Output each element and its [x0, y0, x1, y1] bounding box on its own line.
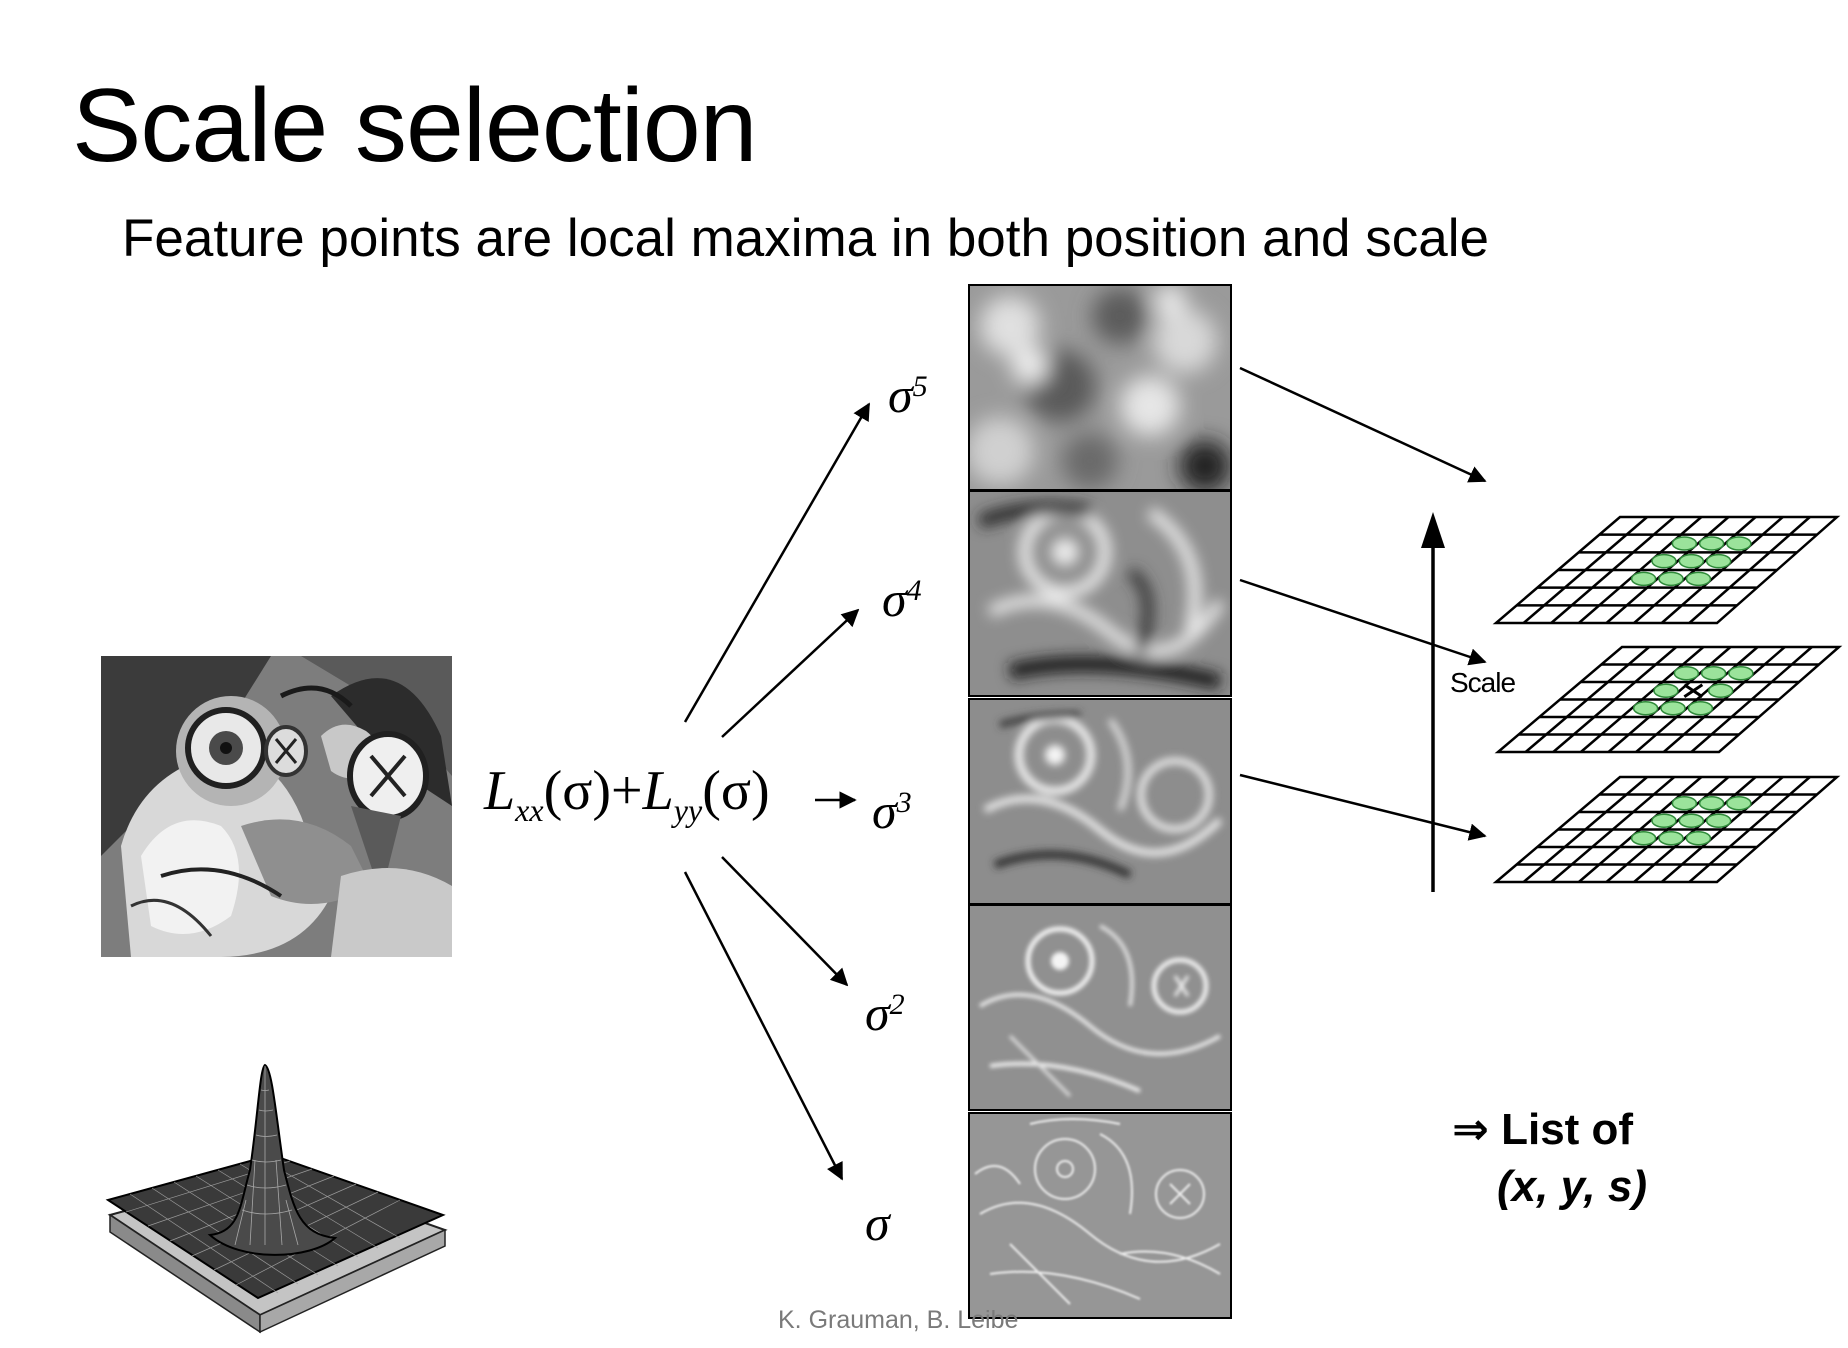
keypoint-marker	[1728, 666, 1754, 681]
grid-line	[1633, 516, 1757, 624]
grid-line	[1550, 776, 1676, 883]
image-credit: K. Grauman, B. Leibe	[778, 1306, 1019, 1334]
sigma-label-2: σ2	[865, 985, 905, 1041]
extremum-x-mark	[1683, 683, 1704, 698]
formula-term1-subscript: xx	[515, 792, 544, 828]
grid-line	[1524, 646, 1650, 753]
grid-line	[1522, 776, 1648, 883]
scale-axis-label: Scale	[1450, 667, 1516, 698]
scale-space-grid-bottom	[1492, 775, 1841, 884]
grid-line	[1690, 646, 1813, 753]
grid-line	[1635, 646, 1759, 753]
sigma-label-3: σ3	[872, 783, 912, 839]
keypoint-markers	[1630, 536, 1754, 846]
filter-response-sigma2	[968, 904, 1232, 1111]
formula-term2-argument: (σ)	[702, 760, 770, 822]
implies-arrow: ⇒	[1452, 1105, 1489, 1154]
keypoint-marker	[1687, 701, 1714, 716]
grid-line	[1605, 516, 1730, 624]
sigma-label-5: σ5	[888, 367, 928, 423]
grid-line	[1688, 516, 1811, 624]
keypoint-marker	[1671, 796, 1698, 811]
keypoint-marker	[1698, 796, 1725, 811]
laplacian-formula: Lxx(σ)+Lyy(σ)	[484, 763, 770, 826]
keypoint-marker	[1651, 813, 1677, 828]
formula-term2-subscript: yy	[673, 792, 703, 828]
filter-response-sigma1	[968, 1112, 1232, 1319]
keypoint-marker	[1685, 831, 1712, 846]
arrow-to-sigma4	[721, 608, 860, 738]
result-list-label: ⇒ List of	[1452, 1105, 1634, 1154]
filter-response-sigma4	[968, 490, 1232, 697]
gaussian-plot	[105, 1063, 448, 1334]
grid-line	[1660, 516, 1784, 624]
result-tuple: (x, y, s)	[1497, 1162, 1647, 1211]
grid-line	[1633, 776, 1757, 883]
keypoint-marker	[1630, 571, 1657, 587]
grid-line	[1550, 516, 1676, 624]
formula-term1-letter: L	[484, 760, 516, 822]
grid-line	[1660, 776, 1784, 883]
keypoint-marker	[1630, 831, 1657, 846]
sigma-label-4: σ4	[882, 571, 922, 627]
keypoint-marker	[1707, 683, 1734, 698]
filter-response-sigma5	[968, 284, 1232, 491]
grid-line	[1552, 646, 1678, 753]
keypoint-marker	[1705, 813, 1732, 828]
arrow-panel3-to-grid	[1239, 773, 1487, 841]
grid-line	[1662, 646, 1786, 753]
arrow-to-sigma2	[721, 856, 849, 987]
extremum-x-mark	[1683, 683, 1704, 698]
arrow-to-sigma1	[683, 871, 844, 1181]
arrow-panel5-to-grid	[1239, 366, 1487, 483]
formula-term2-letter: L	[642, 760, 674, 822]
scale-space-grid-top	[1492, 515, 1841, 625]
formula-plus: +	[611, 760, 643, 822]
filter-response-sigma3	[968, 698, 1232, 905]
grid-line	[1688, 776, 1811, 883]
arrow-to-sigma5	[683, 402, 871, 723]
grid-line	[1578, 516, 1703, 624]
grid-line	[1607, 646, 1732, 753]
slide-title: Scale selection	[72, 68, 758, 184]
keypoint-marker	[1685, 571, 1712, 587]
grid-line	[1605, 776, 1730, 883]
scale-axis-arrowhead	[1421, 512, 1445, 548]
grid-line	[1522, 516, 1648, 624]
source-image	[101, 656, 452, 957]
grid-line	[1578, 776, 1703, 883]
keypoint-marker	[1658, 571, 1684, 587]
keypoint-marker	[1660, 701, 1686, 716]
keypoint-marker	[1673, 666, 1700, 681]
formula-term1-argument: (σ)	[543, 760, 612, 822]
keypoint-marker	[1705, 553, 1732, 569]
slide-subtitle: Feature points are local maxima in both …	[122, 209, 1489, 268]
keypoint-marker	[1632, 701, 1659, 716]
keypoint-marker	[1726, 796, 1752, 811]
keypoint-marker	[1651, 553, 1677, 569]
sigma-label-1: σ	[865, 1195, 890, 1251]
keypoint-marker	[1653, 683, 1679, 698]
arrow-panel4-to-grid	[1239, 578, 1487, 666]
keypoint-marker	[1678, 813, 1705, 828]
keypoint-marker	[1698, 536, 1725, 551]
keypoint-marker	[1700, 666, 1727, 681]
keypoint-marker	[1726, 536, 1752, 551]
keypoint-marker	[1678, 553, 1705, 569]
scale-space-grid-middle	[1494, 645, 1843, 754]
keypoint-marker	[1671, 536, 1698, 551]
keypoint-marker	[1658, 831, 1684, 846]
grid-line	[1580, 646, 1705, 753]
